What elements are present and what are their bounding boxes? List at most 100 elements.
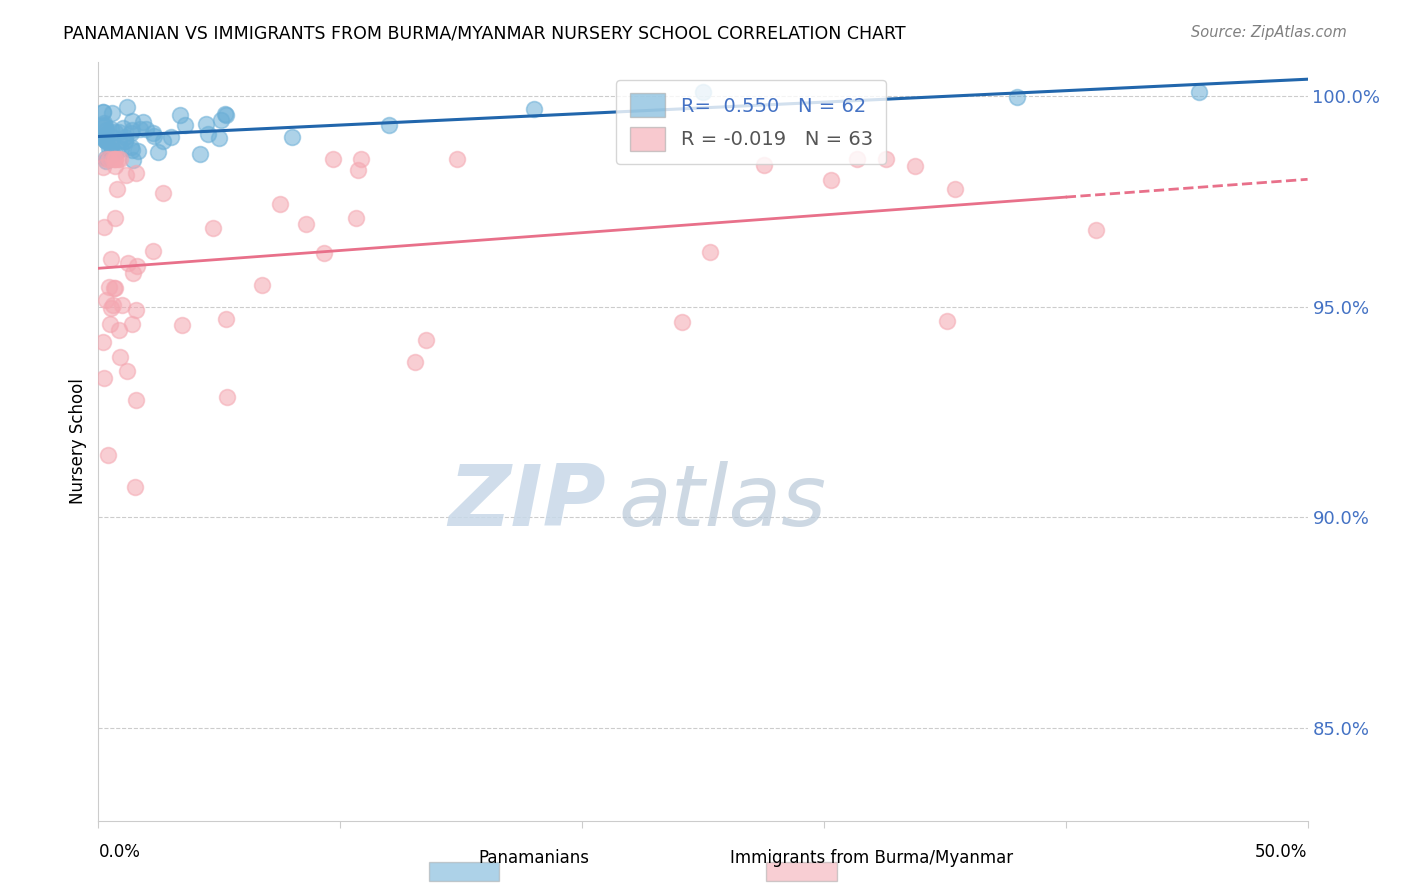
Point	[93, 116, 115, 130]
Point	[903, 159, 925, 173]
Point	[114, 130, 136, 145]
Point	[107, 182, 129, 196]
Point	[820, 173, 842, 187]
Point	[322, 153, 344, 167]
Point	[91, 120, 114, 134]
Point	[523, 102, 546, 116]
Point	[202, 220, 225, 235]
Point	[195, 118, 218, 132]
Point	[91, 104, 114, 119]
Point	[103, 281, 125, 295]
Point	[121, 122, 143, 136]
Point	[94, 293, 117, 307]
Point	[208, 131, 231, 145]
Point	[129, 122, 152, 136]
Point	[97, 280, 120, 294]
Point	[110, 153, 132, 167]
Text: Source: ZipAtlas.com: Source: ZipAtlas.com	[1191, 25, 1347, 40]
Point	[100, 106, 122, 120]
Point	[127, 259, 149, 273]
Point	[404, 355, 426, 369]
Point	[875, 153, 897, 167]
Point	[94, 153, 117, 168]
Point	[174, 118, 197, 132]
Point	[107, 153, 129, 167]
Point	[98, 141, 121, 155]
Point	[114, 134, 136, 148]
Point	[94, 123, 117, 137]
Point	[699, 245, 721, 260]
Point	[217, 390, 239, 404]
Point	[100, 139, 122, 153]
Point	[107, 323, 129, 337]
Point	[117, 256, 139, 270]
Point	[114, 134, 136, 148]
Point	[98, 153, 121, 167]
Point	[96, 135, 118, 149]
Point	[91, 128, 114, 143]
Point	[114, 168, 136, 182]
Point	[127, 144, 149, 158]
Point	[935, 314, 957, 328]
Point	[197, 128, 219, 142]
Point	[112, 120, 135, 135]
Point	[108, 124, 131, 138]
Point	[350, 153, 373, 167]
Point	[1085, 223, 1108, 237]
Point	[752, 158, 775, 172]
Point	[97, 448, 120, 462]
Point	[91, 335, 114, 350]
Point	[104, 160, 127, 174]
Point	[1188, 85, 1211, 99]
Point	[377, 118, 399, 132]
Text: Panamanians: Panamanians	[479, 849, 589, 867]
Point	[142, 244, 165, 258]
Point	[100, 146, 122, 161]
Y-axis label: Nursery School: Nursery School	[69, 378, 87, 505]
Point	[104, 211, 127, 226]
Text: atlas: atlas	[619, 460, 827, 544]
Point	[93, 371, 115, 385]
Text: PANAMANIAN VS IMMIGRANTS FROM BURMA/MYANMAR NURSERY SCHOOL CORRELATION CHART: PANAMANIAN VS IMMIGRANTS FROM BURMA/MYAN…	[63, 25, 905, 43]
Point	[124, 480, 146, 494]
Point	[214, 108, 236, 122]
Point	[124, 393, 146, 408]
Point	[845, 153, 868, 167]
Point	[169, 108, 191, 122]
Point	[415, 334, 437, 348]
Point	[152, 134, 174, 148]
Point	[125, 303, 148, 318]
Point	[188, 147, 211, 161]
Point	[93, 220, 115, 235]
Point	[104, 146, 127, 161]
Point	[110, 142, 132, 156]
Point	[94, 133, 117, 147]
Point	[121, 153, 143, 167]
Point	[121, 114, 143, 128]
Point	[100, 252, 122, 266]
Point	[101, 153, 124, 167]
Point	[1007, 90, 1029, 104]
Point	[945, 182, 967, 196]
Point	[671, 314, 693, 328]
Point	[103, 153, 125, 167]
Point	[152, 186, 174, 201]
Point	[103, 280, 125, 294]
Point	[94, 153, 117, 167]
Point	[344, 211, 367, 225]
Point	[692, 85, 714, 99]
Point	[214, 106, 236, 120]
Point	[98, 317, 121, 331]
Point	[104, 153, 127, 167]
Point	[215, 312, 238, 326]
Point	[117, 364, 139, 378]
Point	[91, 118, 114, 132]
Point	[94, 133, 117, 147]
Point	[143, 128, 166, 143]
Point	[104, 125, 127, 139]
Point	[135, 122, 157, 136]
Point	[91, 130, 114, 145]
Text: 50.0%: 50.0%	[1256, 843, 1308, 861]
Point	[110, 350, 132, 364]
Point	[101, 298, 124, 312]
